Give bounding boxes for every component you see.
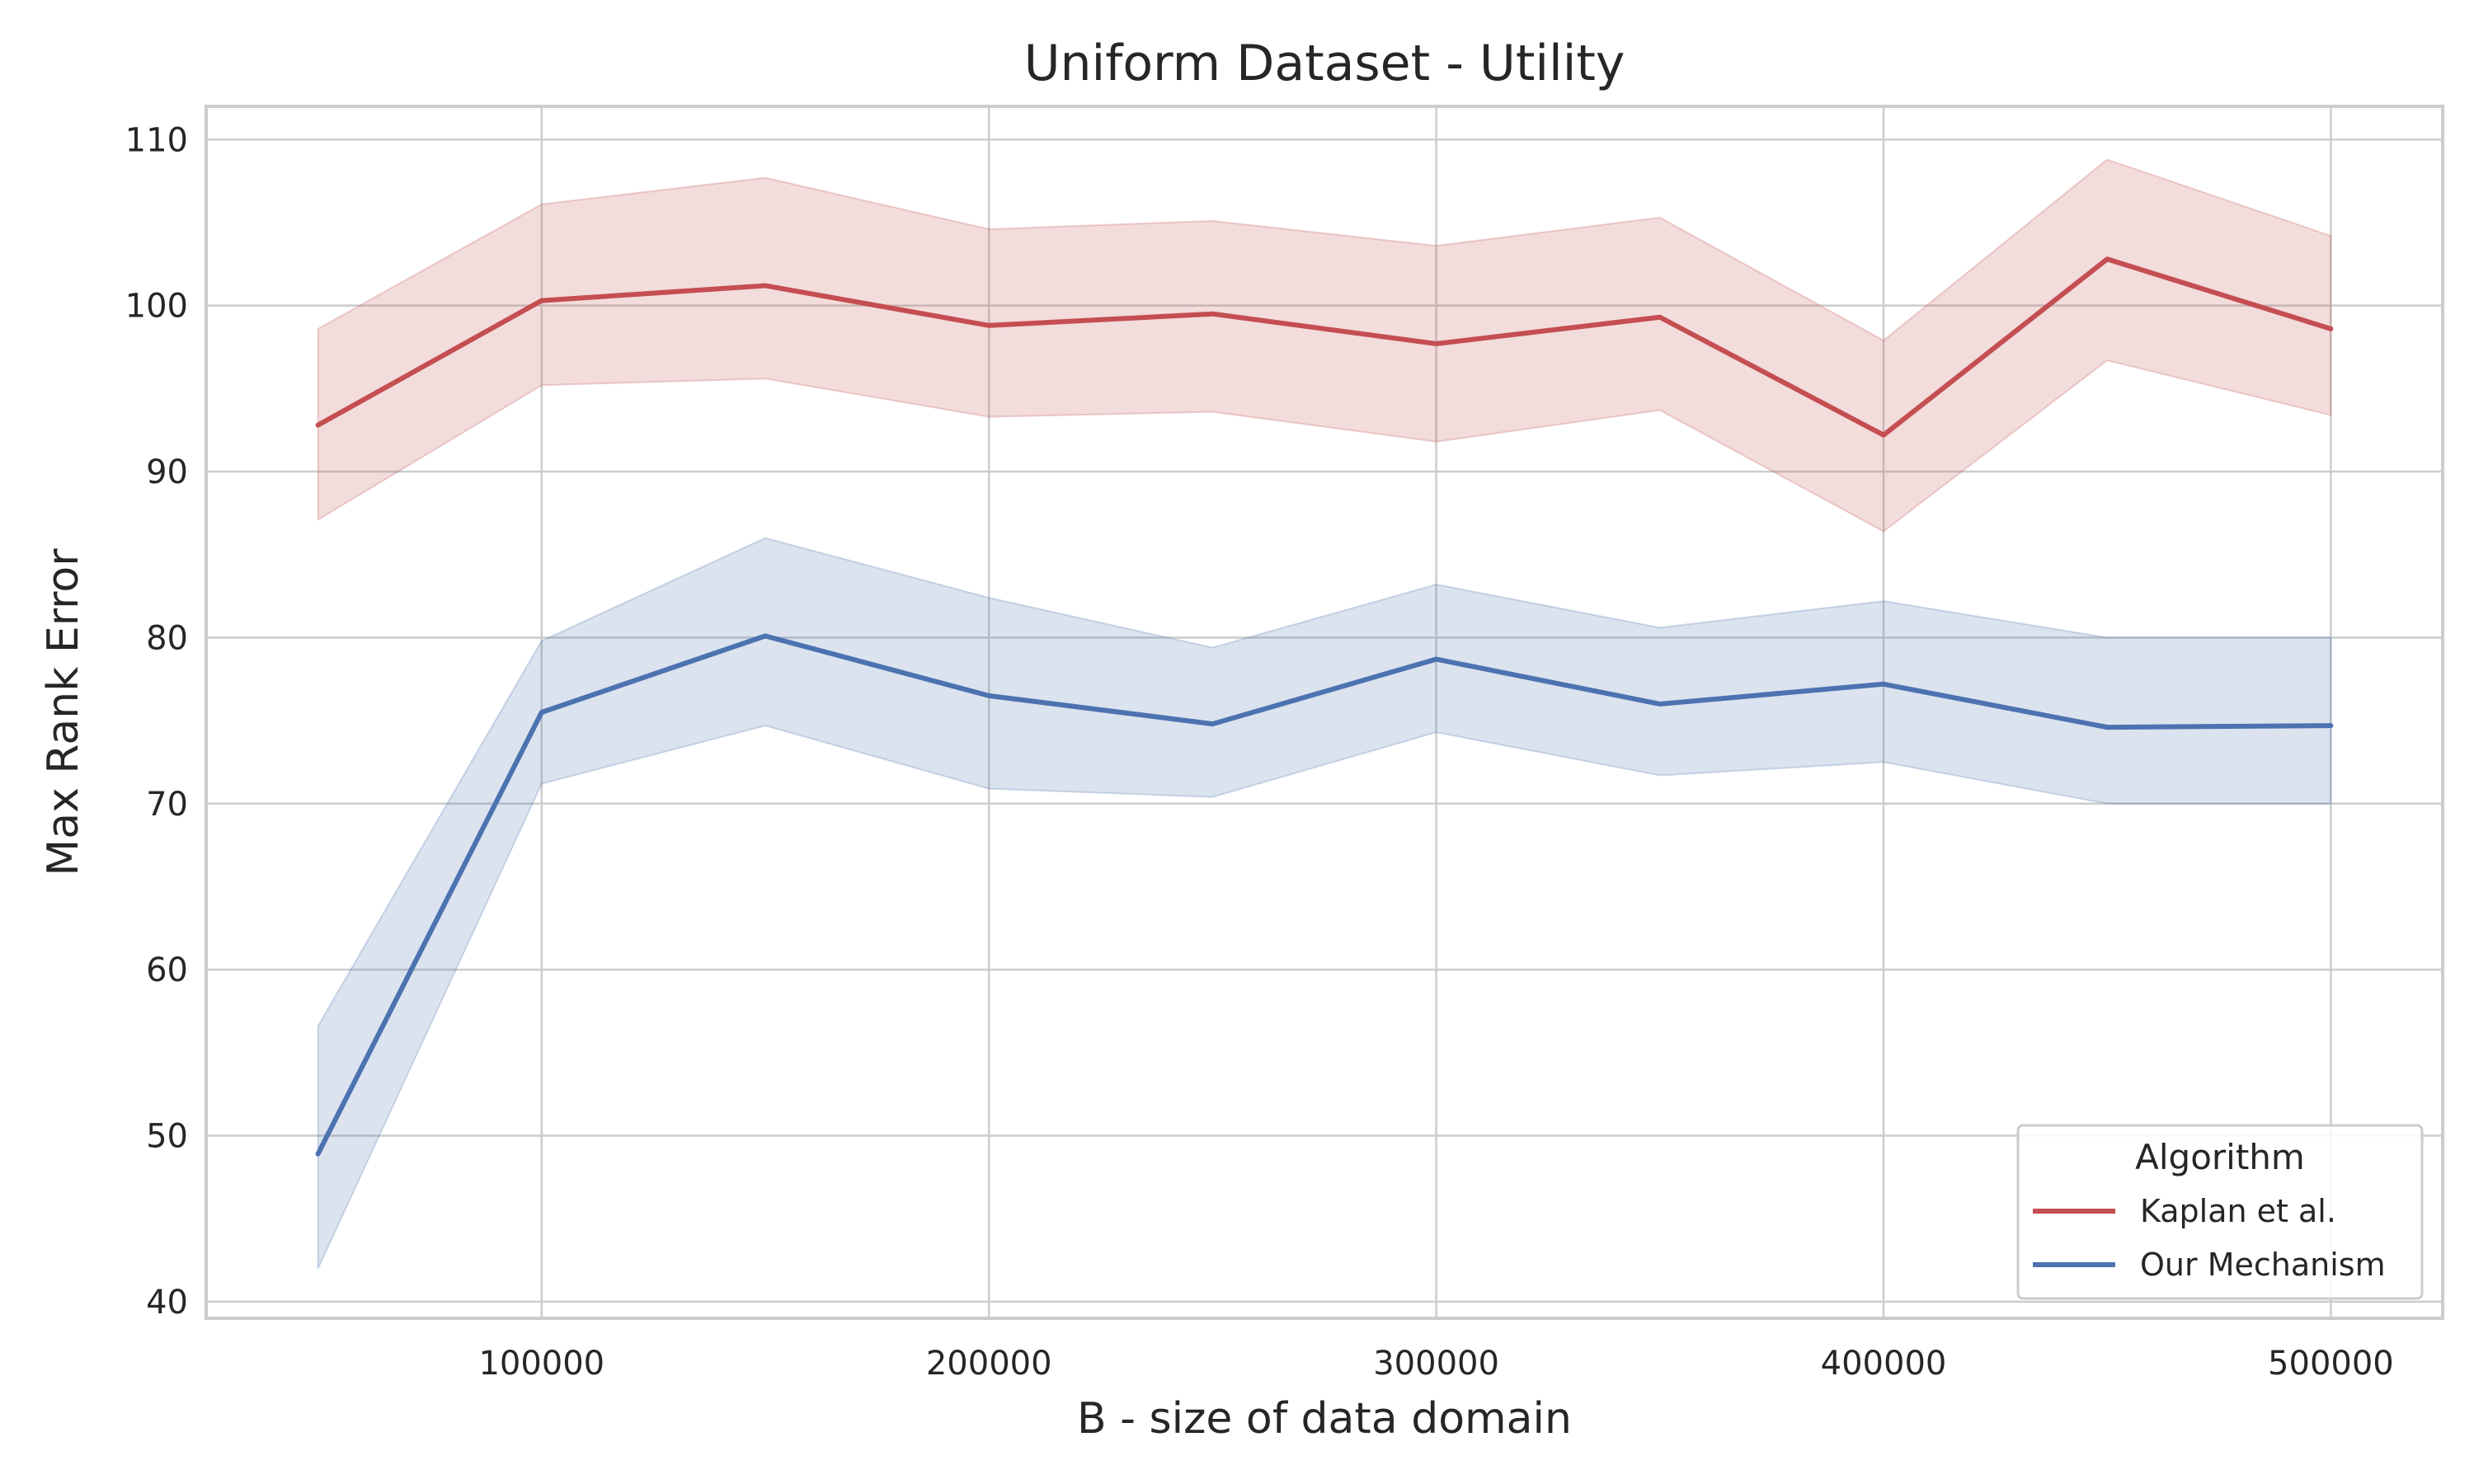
chart-title: Uniform Dataset - Utility	[1024, 35, 1625, 92]
legend-title: Algorithm	[2135, 1137, 2305, 1177]
x-axis-ticks: 100000 200000 300000 400000 500000	[478, 1345, 2393, 1383]
legend: Algorithm Kaplan et al. Our Mechanism	[2016, 1124, 2424, 1300]
series-line-our-mechanism	[315, 633, 2334, 1157]
y-tick-label: 80	[146, 619, 188, 657]
y-axis-label: Max Rank Error	[39, 548, 88, 876]
y-tick-label: 50	[146, 1117, 188, 1155]
x-axis-label: B - size of data domain	[1077, 1394, 1572, 1444]
y-tick-label: 70	[146, 786, 188, 824]
plot-frame	[205, 105, 2444, 1320]
y-tick-label: 60	[146, 951, 188, 989]
y-tick-label: 40	[146, 1284, 188, 1322]
x-tick-label: 200000	[926, 1345, 1052, 1383]
y-tick-label: 100	[125, 288, 188, 326]
x-tick-label: 100000	[478, 1345, 604, 1383]
legend-label-kaplan: Kaplan et al.	[2140, 1193, 2336, 1229]
x-tick-label: 500000	[2268, 1345, 2394, 1383]
x-tick-label: 400000	[1821, 1345, 1947, 1383]
y-tick-label: 110	[125, 121, 188, 159]
legend-label-our-mechanism: Our Mechanism	[2140, 1247, 2386, 1283]
series-line-kaplan-et-al	[315, 256, 2334, 438]
confidence-band-kaplan-et-al	[317, 158, 2332, 533]
series-lines	[315, 256, 2334, 1157]
x-tick-label: 300000	[1373, 1345, 1499, 1383]
y-tick-label: 90	[146, 453, 188, 491]
y-axis-ticks: 40 50 60 70 80 90 100 110	[125, 121, 188, 1322]
confidence-bands	[317, 158, 2332, 1270]
grid	[206, 106, 2443, 1318]
legend-box	[2016, 1124, 2424, 1300]
confidence-band-our-mechanism	[317, 537, 2332, 1270]
